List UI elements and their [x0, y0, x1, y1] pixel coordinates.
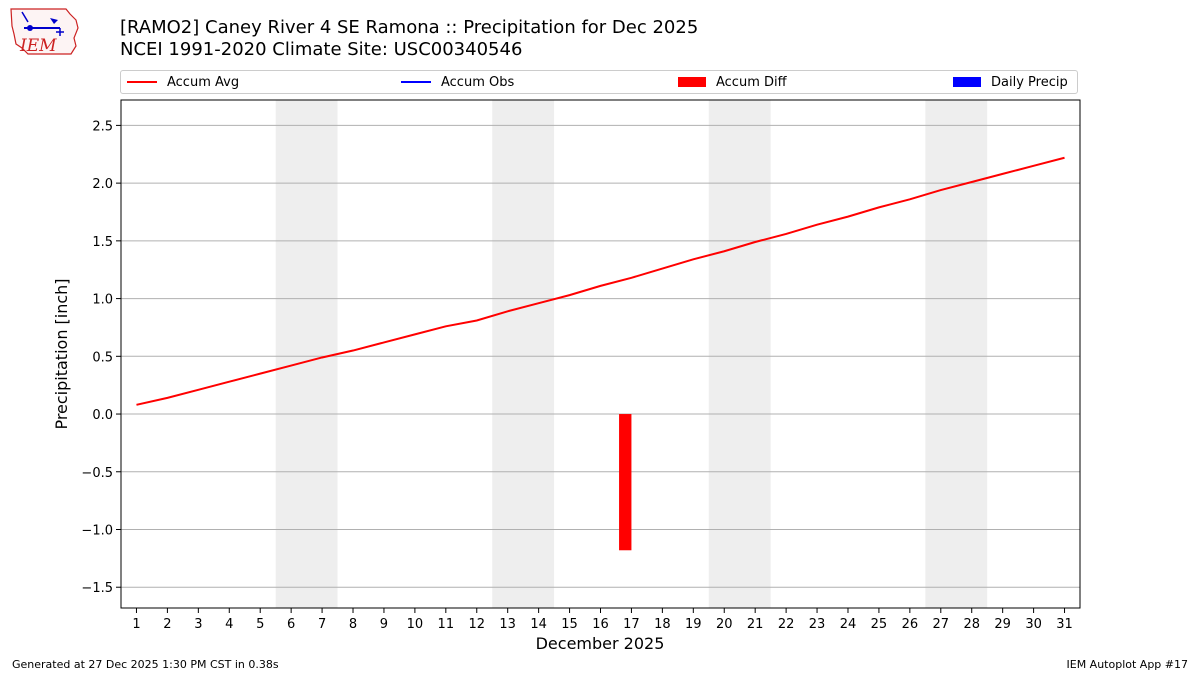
x-tick-label: 19: [685, 617, 702, 632]
y-tick-label: 2.0: [92, 177, 113, 192]
x-tick-label: 27: [933, 617, 950, 632]
x-tick-label: 7: [318, 617, 326, 632]
x-tick-label: 5: [256, 617, 264, 632]
title-line-2: NCEI 1991-2020 Climate Site: USC00340546: [120, 39, 523, 60]
x-tick-label: 24: [840, 617, 857, 632]
x-tick-label: 6: [287, 617, 295, 632]
x-tick-label: 26: [902, 617, 919, 632]
x-tick-label: 28: [963, 617, 980, 632]
legend-label-accum-diff: Accum Diff: [716, 74, 787, 90]
legend-item-daily-precip: Daily Precip: [953, 71, 1068, 93]
x-tick-label: 22: [778, 617, 795, 632]
x-tick-label: 12: [468, 617, 485, 632]
x-tick-label: 10: [407, 617, 424, 632]
legend-label-accum-avg: Accum Avg: [167, 74, 240, 90]
legend-swatch-daily-precip: [953, 77, 981, 87]
x-tick-label: 4: [225, 617, 233, 632]
legend-label-accum-obs: Accum Obs: [441, 74, 515, 90]
y-tick-label: 1.5: [92, 235, 113, 250]
legend-label-daily-precip: Daily Precip: [991, 74, 1068, 90]
x-tick-label: 20: [716, 617, 733, 632]
legend-item-accum-diff: Accum Diff: [678, 71, 787, 93]
weekend-band: [925, 100, 988, 608]
x-tick-label: 30: [1025, 617, 1042, 632]
x-tick-label: 18: [654, 617, 671, 632]
x-tick-label: 14: [530, 617, 547, 632]
y-tick-label: 0.0: [92, 408, 113, 423]
y-tick-label: 2.5: [92, 119, 113, 134]
x-tick-label: 16: [592, 617, 609, 632]
x-tick-label: 13: [499, 617, 516, 632]
logo-text: IEM: [19, 36, 57, 56]
legend-swatch-accum-diff: [678, 77, 706, 87]
iowa-map-icon: IEM: [10, 8, 79, 56]
title-line-1: [RAMO2] Caney River 4 SE Ramona :: Preci…: [120, 17, 699, 38]
footer-app-text: IEM Autoplot App #17: [1066, 658, 1189, 671]
weekend-shading: [275, 100, 988, 608]
x-tick-label: 3: [194, 617, 202, 632]
legend-item-accum-obs: Accum Obs: [401, 71, 514, 93]
weekend-band: [492, 100, 555, 608]
y-axis-label: Precipitation [inch]: [52, 278, 71, 429]
iem-logo: IEM: [8, 6, 82, 60]
x-tick-label: 31: [1056, 617, 1073, 632]
y-tick-label: −0.5: [81, 466, 113, 481]
y-tick-label: 0.5: [92, 350, 113, 365]
x-tick-label: 11: [438, 617, 455, 632]
y-tick-label: −1.5: [81, 581, 113, 596]
x-tick-label: 2: [163, 617, 171, 632]
chart-title: [RAMO2] Caney River 4 SE Ramona :: Preci…: [120, 17, 698, 61]
legend-swatch-accum-avg: [127, 81, 157, 83]
x-axis-label: December 2025: [536, 634, 665, 653]
y-tick-label: 1.0: [92, 293, 113, 308]
accum-diff-bars: [619, 414, 632, 551]
grid-lines: [121, 124, 1080, 588]
x-tick-label: 1: [132, 617, 140, 632]
y-axis-ticks: −1.5 −1.0 −0.5 0.0 0.5 1.0 1.5 2.0 2.5: [81, 119, 121, 596]
legend-item-accum-avg: Accum Avg: [127, 71, 239, 93]
x-tick-label: 17: [623, 617, 640, 632]
x-tick-label: 29: [994, 617, 1011, 632]
legend: Accum Avg Accum Obs Accum Diff Daily Pre…: [120, 70, 1078, 94]
x-tick-label: 9: [380, 617, 388, 632]
x-axis-ticks: 1 2 3 4 5 6 7 8 9 10 11 12 13 14 15 16 17 18 19 20 21 22 23 24 2…: [132, 608, 1073, 632]
accum-diff-bar: [619, 414, 632, 551]
accum-avg-line: [136, 156, 1065, 406]
x-tick-label: 8: [349, 617, 357, 632]
weekend-band: [708, 100, 771, 608]
x-tick-label: 15: [561, 617, 578, 632]
x-tick-label: 23: [809, 617, 826, 632]
x-tick-label: 25: [871, 617, 888, 632]
x-tick-label: 21: [747, 617, 764, 632]
legend-swatch-accum-obs: [401, 81, 431, 83]
y-tick-label: −1.0: [81, 523, 113, 538]
weekend-band: [275, 100, 338, 608]
accum-avg-line-layer: [136, 156, 1065, 406]
footer-generated-text: Generated at 27 Dec 2025 1:30 PM CST in …: [12, 658, 279, 671]
